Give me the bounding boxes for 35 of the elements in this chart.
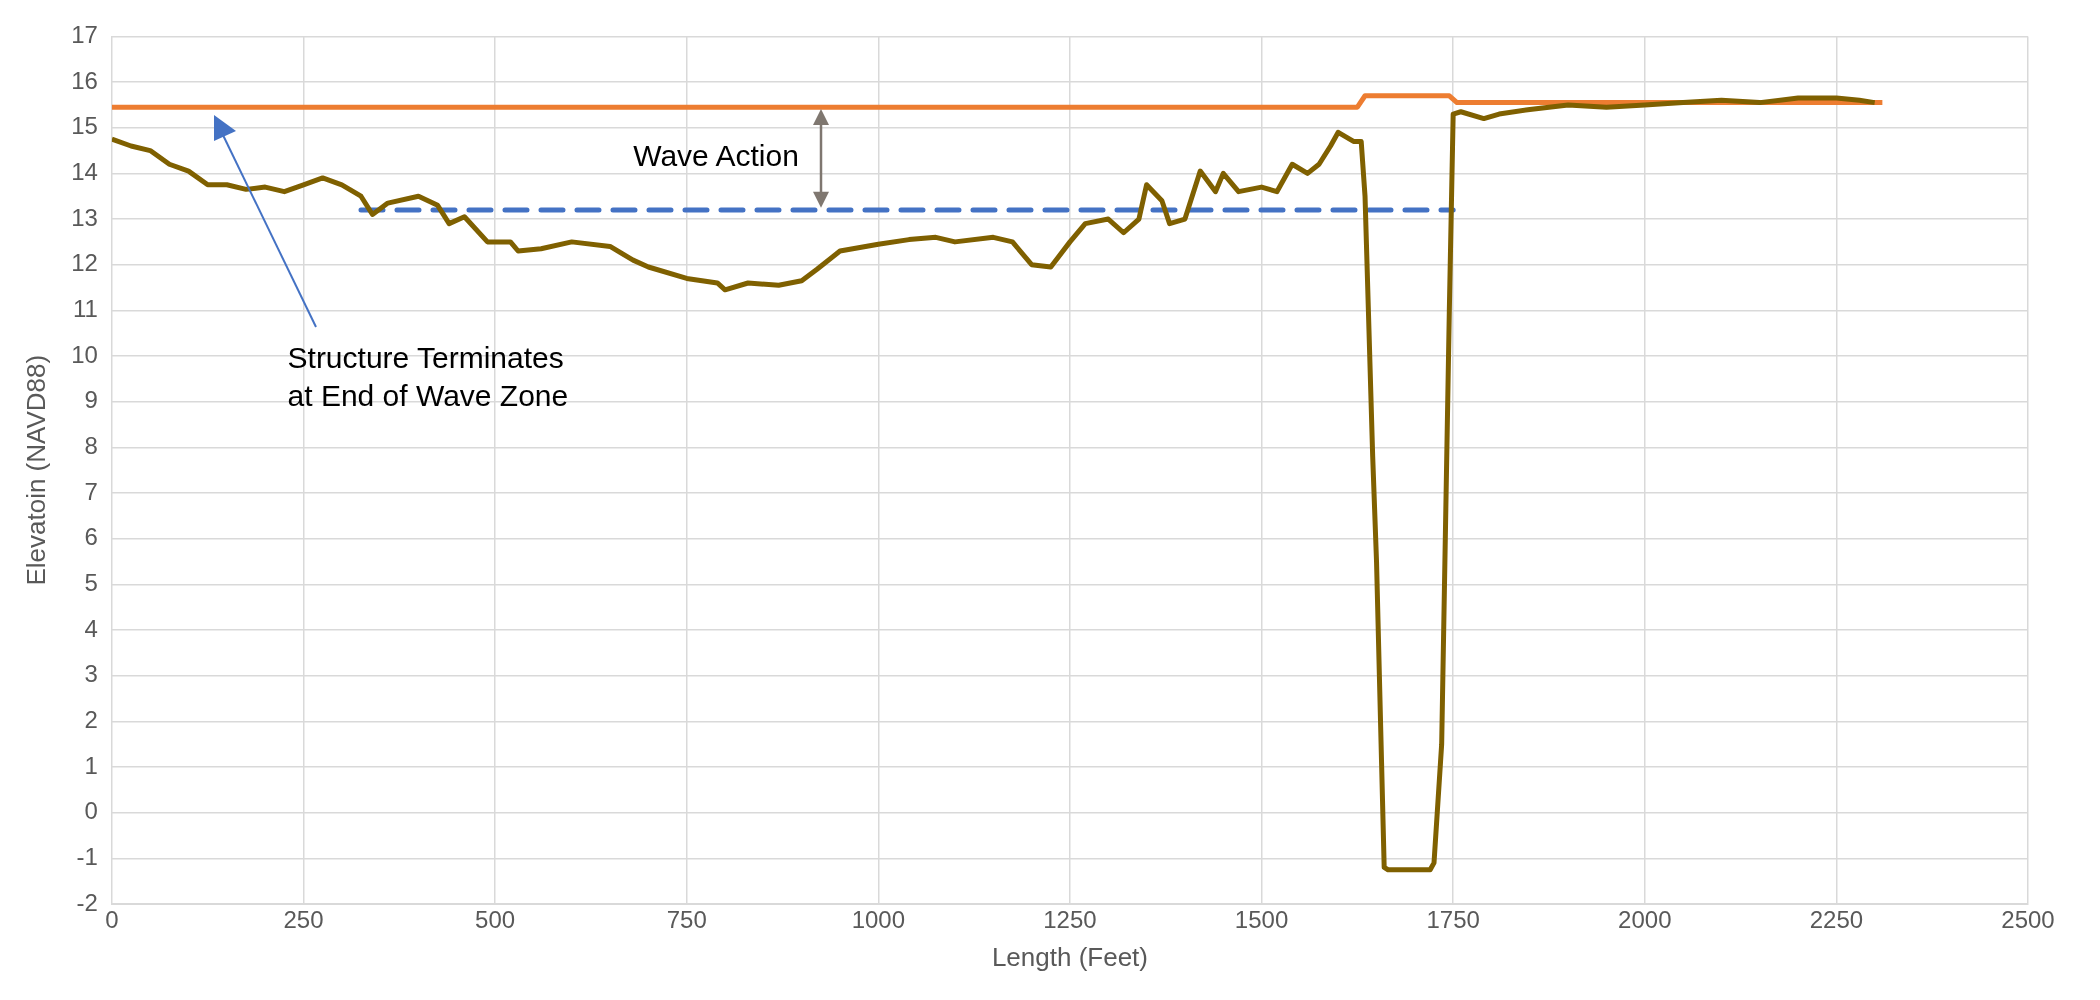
y-tick-label: 12 [71,249,98,277]
x-tick-label: 1750 [1426,906,1480,934]
y-tick-label: 8 [84,431,98,459]
y-tick-label: -1 [76,842,98,870]
y-tick-label: 15 [71,112,98,140]
y-tick-label: 16 [71,66,98,94]
x-tick-label: 2250 [1809,906,1864,934]
y-tick-label: 3 [84,660,98,688]
y-tick-label: -2 [76,888,98,916]
y-tick-label: 14 [71,158,98,186]
y-tick-label: 13 [71,203,98,231]
annotation: Structure Terminates at End of Wave Zone [287,340,569,415]
annotation: Wave Action [633,138,799,173]
x-axis-title: Length (Feet) [991,941,1148,972]
x-tick-label: 1500 [1234,906,1289,934]
y-tick-label: 6 [84,523,98,551]
y-tick-label: 5 [84,568,98,596]
x-tick-label: 0 [105,906,119,934]
y-tick-label: 1 [84,751,98,779]
x-tick-label: 250 [283,906,324,934]
x-tick-label: 1000 [851,906,906,934]
x-tick-label: 2000 [1618,906,1672,934]
y-tick-label: 0 [84,797,98,825]
x-tick-label: 500 [475,906,516,934]
y-tick-label: 17 [71,21,98,49]
y-tick-label: 4 [84,614,98,642]
y-tick-label: 9 [84,386,98,414]
x-tick-label: 750 [666,906,707,934]
y-tick-label: 11 [72,295,98,322]
x-tick-label: 2500 [2001,906,2055,934]
y-tick-label: 2 [84,705,98,733]
y-tick-label: 7 [84,477,98,505]
y-axis-title: Elevatoin (NAVD88) [20,354,51,586]
y-tick-label: 10 [71,340,98,368]
x-tick-label: 1250 [1043,906,1097,934]
